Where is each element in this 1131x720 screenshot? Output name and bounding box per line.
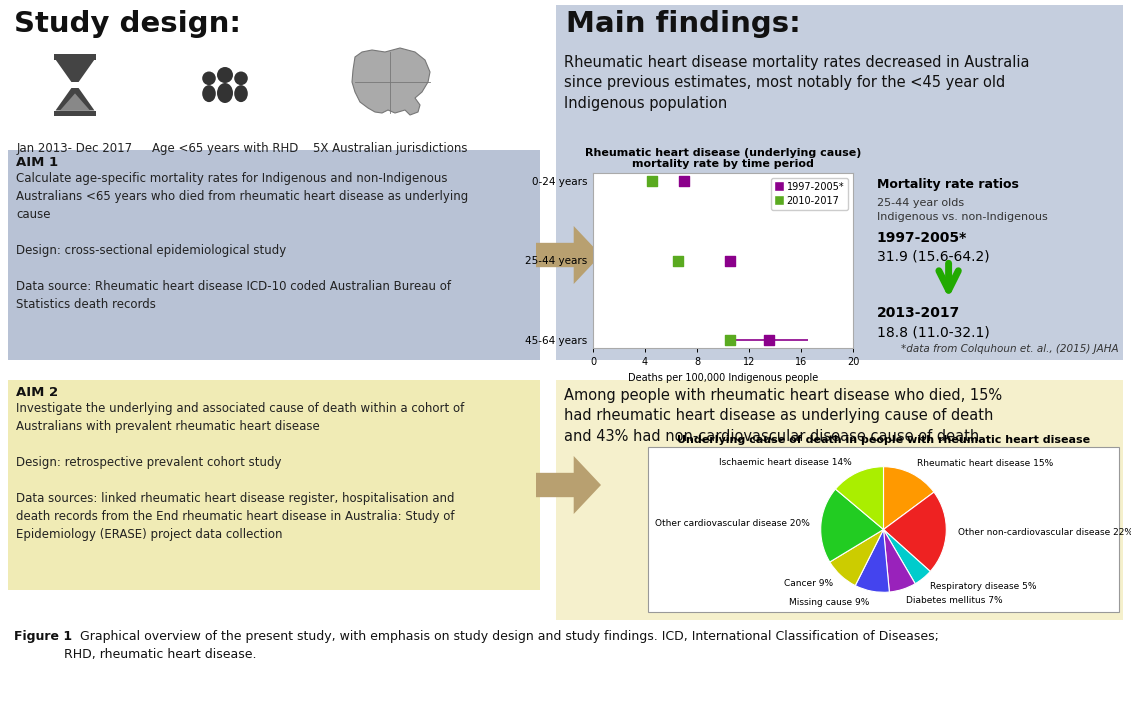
Text: Other non-cardiovascular disease 22%: Other non-cardiovascular disease 22% xyxy=(958,528,1131,537)
Text: AIM 2: AIM 2 xyxy=(16,386,58,399)
Polygon shape xyxy=(55,88,95,110)
Text: Study design:: Study design: xyxy=(14,10,241,38)
X-axis label: Deaths per 100,000 Indigenous people: Deaths per 100,000 Indigenous people xyxy=(628,372,818,382)
Ellipse shape xyxy=(217,83,233,103)
Text: Indigenous vs. non-Indigenous: Indigenous vs. non-Indigenous xyxy=(877,212,1047,222)
Polygon shape xyxy=(60,94,90,110)
Polygon shape xyxy=(536,456,601,514)
Text: Rheumatic heart disease mortality rates decreased in Australia
since previous es: Rheumatic heart disease mortality rates … xyxy=(564,55,1029,111)
Point xyxy=(675,175,693,186)
Text: Calculate age-specific mortality rates for Indigenous and non-Indigenous
Austral: Calculate age-specific mortality rates f… xyxy=(16,172,468,311)
Text: 2013-2017: 2013-2017 xyxy=(877,306,960,320)
Text: 1997-2005*: 1997-2005* xyxy=(877,230,967,245)
Text: Graphical overview of the present study, with emphasis on study design and study: Graphical overview of the present study,… xyxy=(64,630,939,661)
Text: Missing cause 9%: Missing cause 9% xyxy=(789,598,870,607)
Polygon shape xyxy=(536,226,601,284)
Text: Respiratory disease 5%: Respiratory disease 5% xyxy=(931,582,1037,591)
Text: 18.8 (11.0-32.1): 18.8 (11.0-32.1) xyxy=(877,325,990,339)
Title: Rheumatic heart disease (underlying cause)
mortality rate by time period: Rheumatic heart disease (underlying caus… xyxy=(585,148,861,169)
Text: Mortality rate ratios: Mortality rate ratios xyxy=(877,179,1019,192)
Text: AIM 1: AIM 1 xyxy=(16,156,58,169)
Bar xyxy=(556,380,1123,620)
Wedge shape xyxy=(821,489,883,562)
Title: Underlying cause of death in people with rheumatic heart disease: Underlying cause of death in people with… xyxy=(677,435,1090,445)
Ellipse shape xyxy=(234,85,248,102)
Text: Other cardiovascular disease 20%: Other cardiovascular disease 20% xyxy=(655,519,810,528)
Circle shape xyxy=(217,67,233,83)
Wedge shape xyxy=(883,467,934,529)
Text: Investigate the underlying and associated cause of death within a cohort of
Aust: Investigate the underlying and associate… xyxy=(16,402,464,541)
Text: Rheumatic heart disease 15%: Rheumatic heart disease 15% xyxy=(917,459,1053,468)
Bar xyxy=(556,5,1123,360)
Bar xyxy=(54,54,96,60)
Text: 25-44 year olds: 25-44 year olds xyxy=(877,197,964,207)
Ellipse shape xyxy=(202,85,216,102)
Text: Figure 1: Figure 1 xyxy=(14,630,72,643)
Text: Among people with rheumatic heart disease who died, 15%
had rheumatic heart dise: Among people with rheumatic heart diseas… xyxy=(564,388,1002,444)
Legend: 1997-2005*, 2010-2017: 1997-2005*, 2010-2017 xyxy=(771,178,848,210)
Text: 31.9 (15.6-64.2): 31.9 (15.6-64.2) xyxy=(877,250,990,264)
Polygon shape xyxy=(352,48,430,115)
Wedge shape xyxy=(855,529,889,593)
Wedge shape xyxy=(830,529,883,585)
Wedge shape xyxy=(883,529,931,584)
Bar xyxy=(8,380,539,590)
Wedge shape xyxy=(836,467,883,529)
Text: 5X Australian jurisdictions: 5X Australian jurisdictions xyxy=(313,142,467,155)
Wedge shape xyxy=(883,492,947,572)
Point xyxy=(720,255,739,266)
Text: Age <65 years with RHD: Age <65 years with RHD xyxy=(152,142,299,155)
Bar xyxy=(648,447,1119,612)
Wedge shape xyxy=(883,529,915,592)
Circle shape xyxy=(202,71,216,85)
Point xyxy=(759,334,777,346)
Text: Jan 2013- Dec 2017: Jan 2013- Dec 2017 xyxy=(17,142,133,155)
Point xyxy=(668,255,687,266)
Point xyxy=(642,175,661,186)
Text: Ischaemic heart disease 14%: Ischaemic heart disease 14% xyxy=(719,458,853,467)
Bar xyxy=(8,150,539,360)
Text: Main findings:: Main findings: xyxy=(566,10,801,38)
Bar xyxy=(54,110,96,116)
Polygon shape xyxy=(55,60,95,82)
Text: *data from Colquhoun et. al., (2015) JAHA: *data from Colquhoun et. al., (2015) JAH… xyxy=(901,344,1119,354)
Text: Diabetes mellitus 7%: Diabetes mellitus 7% xyxy=(906,595,1003,605)
Circle shape xyxy=(234,71,248,85)
Point xyxy=(720,334,739,346)
Text: Cancer 9%: Cancer 9% xyxy=(784,580,834,588)
